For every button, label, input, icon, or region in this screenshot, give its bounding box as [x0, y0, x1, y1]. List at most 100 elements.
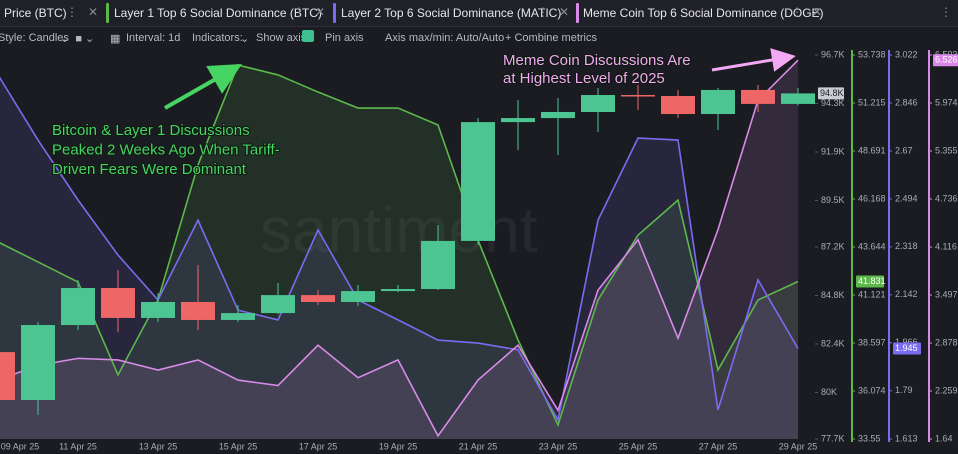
menu-icon[interactable]: ⋮	[791, 5, 803, 19]
x-tick-label: 21 Apr 25	[459, 441, 498, 451]
annotation: Driven Fears Were Dominant	[52, 161, 247, 178]
value-badge	[818, 87, 844, 100]
y-tick-label: 2.494	[895, 193, 918, 203]
y-tick-label: 48.691	[858, 145, 886, 155]
y-tick-label: 89.5K	[821, 195, 845, 205]
y-tick-label: 2.318	[895, 241, 918, 251]
y-tick-label: 46.168	[858, 193, 886, 203]
candle-body	[701, 89, 735, 115]
x-tick-label: 29 Apr 25	[779, 441, 818, 451]
candle-body	[661, 96, 695, 115]
y-tick-label: 77.7K	[821, 433, 845, 443]
x-tick-label: 11 Apr 25	[59, 441, 97, 451]
dropdown-icon[interactable]: ⌄ ■ ⌄	[60, 33, 95, 45]
area	[0, 78, 798, 439]
x-tick-label: 27 Apr 25	[699, 441, 738, 451]
y-tick-label: 36.074	[858, 385, 886, 395]
y-tick-label: 2.142	[895, 289, 918, 299]
candle-body	[621, 95, 655, 97]
y-tick-label: 87.2K	[821, 241, 845, 251]
last-value-label: 41.831	[858, 276, 886, 286]
dropdown-icon[interactable]: ⌄	[240, 33, 250, 45]
value-badge	[893, 342, 921, 355]
show-axis[interactable]: Show axis	[256, 32, 307, 44]
pin-axis[interactable]: Pin axis	[325, 32, 364, 44]
value-badge	[856, 275, 884, 288]
close-icon[interactable]: ✕	[559, 5, 570, 19]
y-tick-label: 41.121	[858, 289, 886, 299]
y-tick-label: 84.8K	[821, 290, 845, 300]
menu-icon[interactable]: ⋮	[66, 5, 78, 19]
candle-body	[261, 295, 295, 314]
calendar-icon[interactable]: ▦	[110, 33, 121, 45]
y-tick-label: 1.64	[935, 433, 953, 443]
tab-color	[576, 3, 579, 23]
candle-body	[141, 301, 175, 318]
menu-icon[interactable]: ⋮	[293, 5, 305, 19]
y-tick-label: 4.736	[935, 193, 958, 203]
y-tick-label: 80K	[821, 387, 837, 397]
tab[interactable]: Layer 2 Top 6 Social Dominance (MATIC)	[341, 6, 562, 20]
candle-body	[581, 95, 615, 112]
value-badge	[933, 54, 958, 67]
y-tick-label: 2.878	[935, 337, 958, 347]
close-icon[interactable]: ✕	[315, 5, 326, 19]
candle-body	[181, 301, 215, 320]
candle-body	[221, 313, 255, 320]
line	[0, 59, 799, 438]
last-value-label: 1.945	[895, 343, 918, 353]
style-select[interactable]: Style: Candles	[0, 32, 69, 44]
tab[interactable]: Layer 1 Top 6 Social Dominance (BTC)	[114, 6, 322, 20]
y-tick-label: 96.7K	[821, 49, 845, 59]
candle-body	[461, 122, 495, 241]
tab-color	[106, 3, 109, 23]
y-tick-label: 2.846	[895, 97, 918, 107]
candle-body	[541, 111, 575, 119]
candle-body	[0, 352, 15, 400]
interval-select[interactable]: Interval: 1d	[126, 32, 181, 44]
x-tick-label: 09 Apr 25	[1, 441, 40, 451]
tab[interactable]: Meme Coin Top 6 Social Dominance (DOGE)	[583, 6, 824, 20]
combine-metrics[interactable]: + Combine metrics	[505, 32, 598, 44]
y-tick-label: 51.215	[858, 97, 886, 107]
y-tick-label: 33.55	[858, 433, 881, 443]
annotation: Peaked 2 Weeks Ago When Tariff-	[52, 141, 280, 158]
y-tick-label: 53.738	[858, 49, 886, 59]
candle-body	[421, 240, 455, 290]
annotation: Bitcoin & Layer 1 Discussions	[52, 122, 250, 139]
area	[0, 65, 798, 439]
toolbar: Style: Candles ⌄ ■ ⌄ ▦ Interval: 1d Indi…	[0, 27, 958, 49]
candle-body	[21, 325, 55, 400]
y-tick-label: 3.497	[935, 289, 958, 299]
x-tick-label: 23 Apr 25	[539, 441, 578, 451]
y-tick-label: 1.613	[895, 433, 918, 443]
y-tick-label: 2.67	[895, 145, 913, 155]
close-icon[interactable]: ✕	[88, 5, 99, 19]
y-tick-label: 2.259	[935, 385, 958, 395]
axis-minmax[interactable]: Axis max/min: Auto/Auto	[385, 32, 505, 44]
candle-body	[301, 295, 335, 302]
x-tick-label: 25 Apr 25	[619, 441, 658, 451]
y-tick-label: 38.597	[858, 337, 886, 347]
last-value-label: 94.8K	[820, 88, 844, 98]
close-icon[interactable]: ✕	[812, 5, 823, 19]
menu-icon[interactable]: ⋮	[537, 5, 549, 19]
tab[interactable]: Price (BTC)	[4, 6, 67, 20]
y-tick-label: 5.355	[935, 145, 958, 155]
arrow	[711, 48, 796, 72]
y-tick-label: 43.644	[858, 241, 886, 251]
candle-body	[381, 289, 415, 292]
y-tick-label: 1.79	[895, 385, 913, 395]
x-tick-label: 13 Apr 25	[139, 441, 178, 451]
indicators-select[interactable]: Indicators:	[192, 32, 243, 44]
candle-body	[781, 93, 815, 104]
menu-icon[interactable]: ⋮	[940, 5, 952, 19]
checkbox[interactable]	[302, 30, 314, 42]
annotation: Meme Coin Discussions Are	[503, 52, 691, 69]
y-tick-label: 5.974	[935, 97, 958, 107]
tab-color	[333, 3, 336, 23]
candle-body	[341, 291, 375, 302]
candle-body	[101, 288, 135, 318]
